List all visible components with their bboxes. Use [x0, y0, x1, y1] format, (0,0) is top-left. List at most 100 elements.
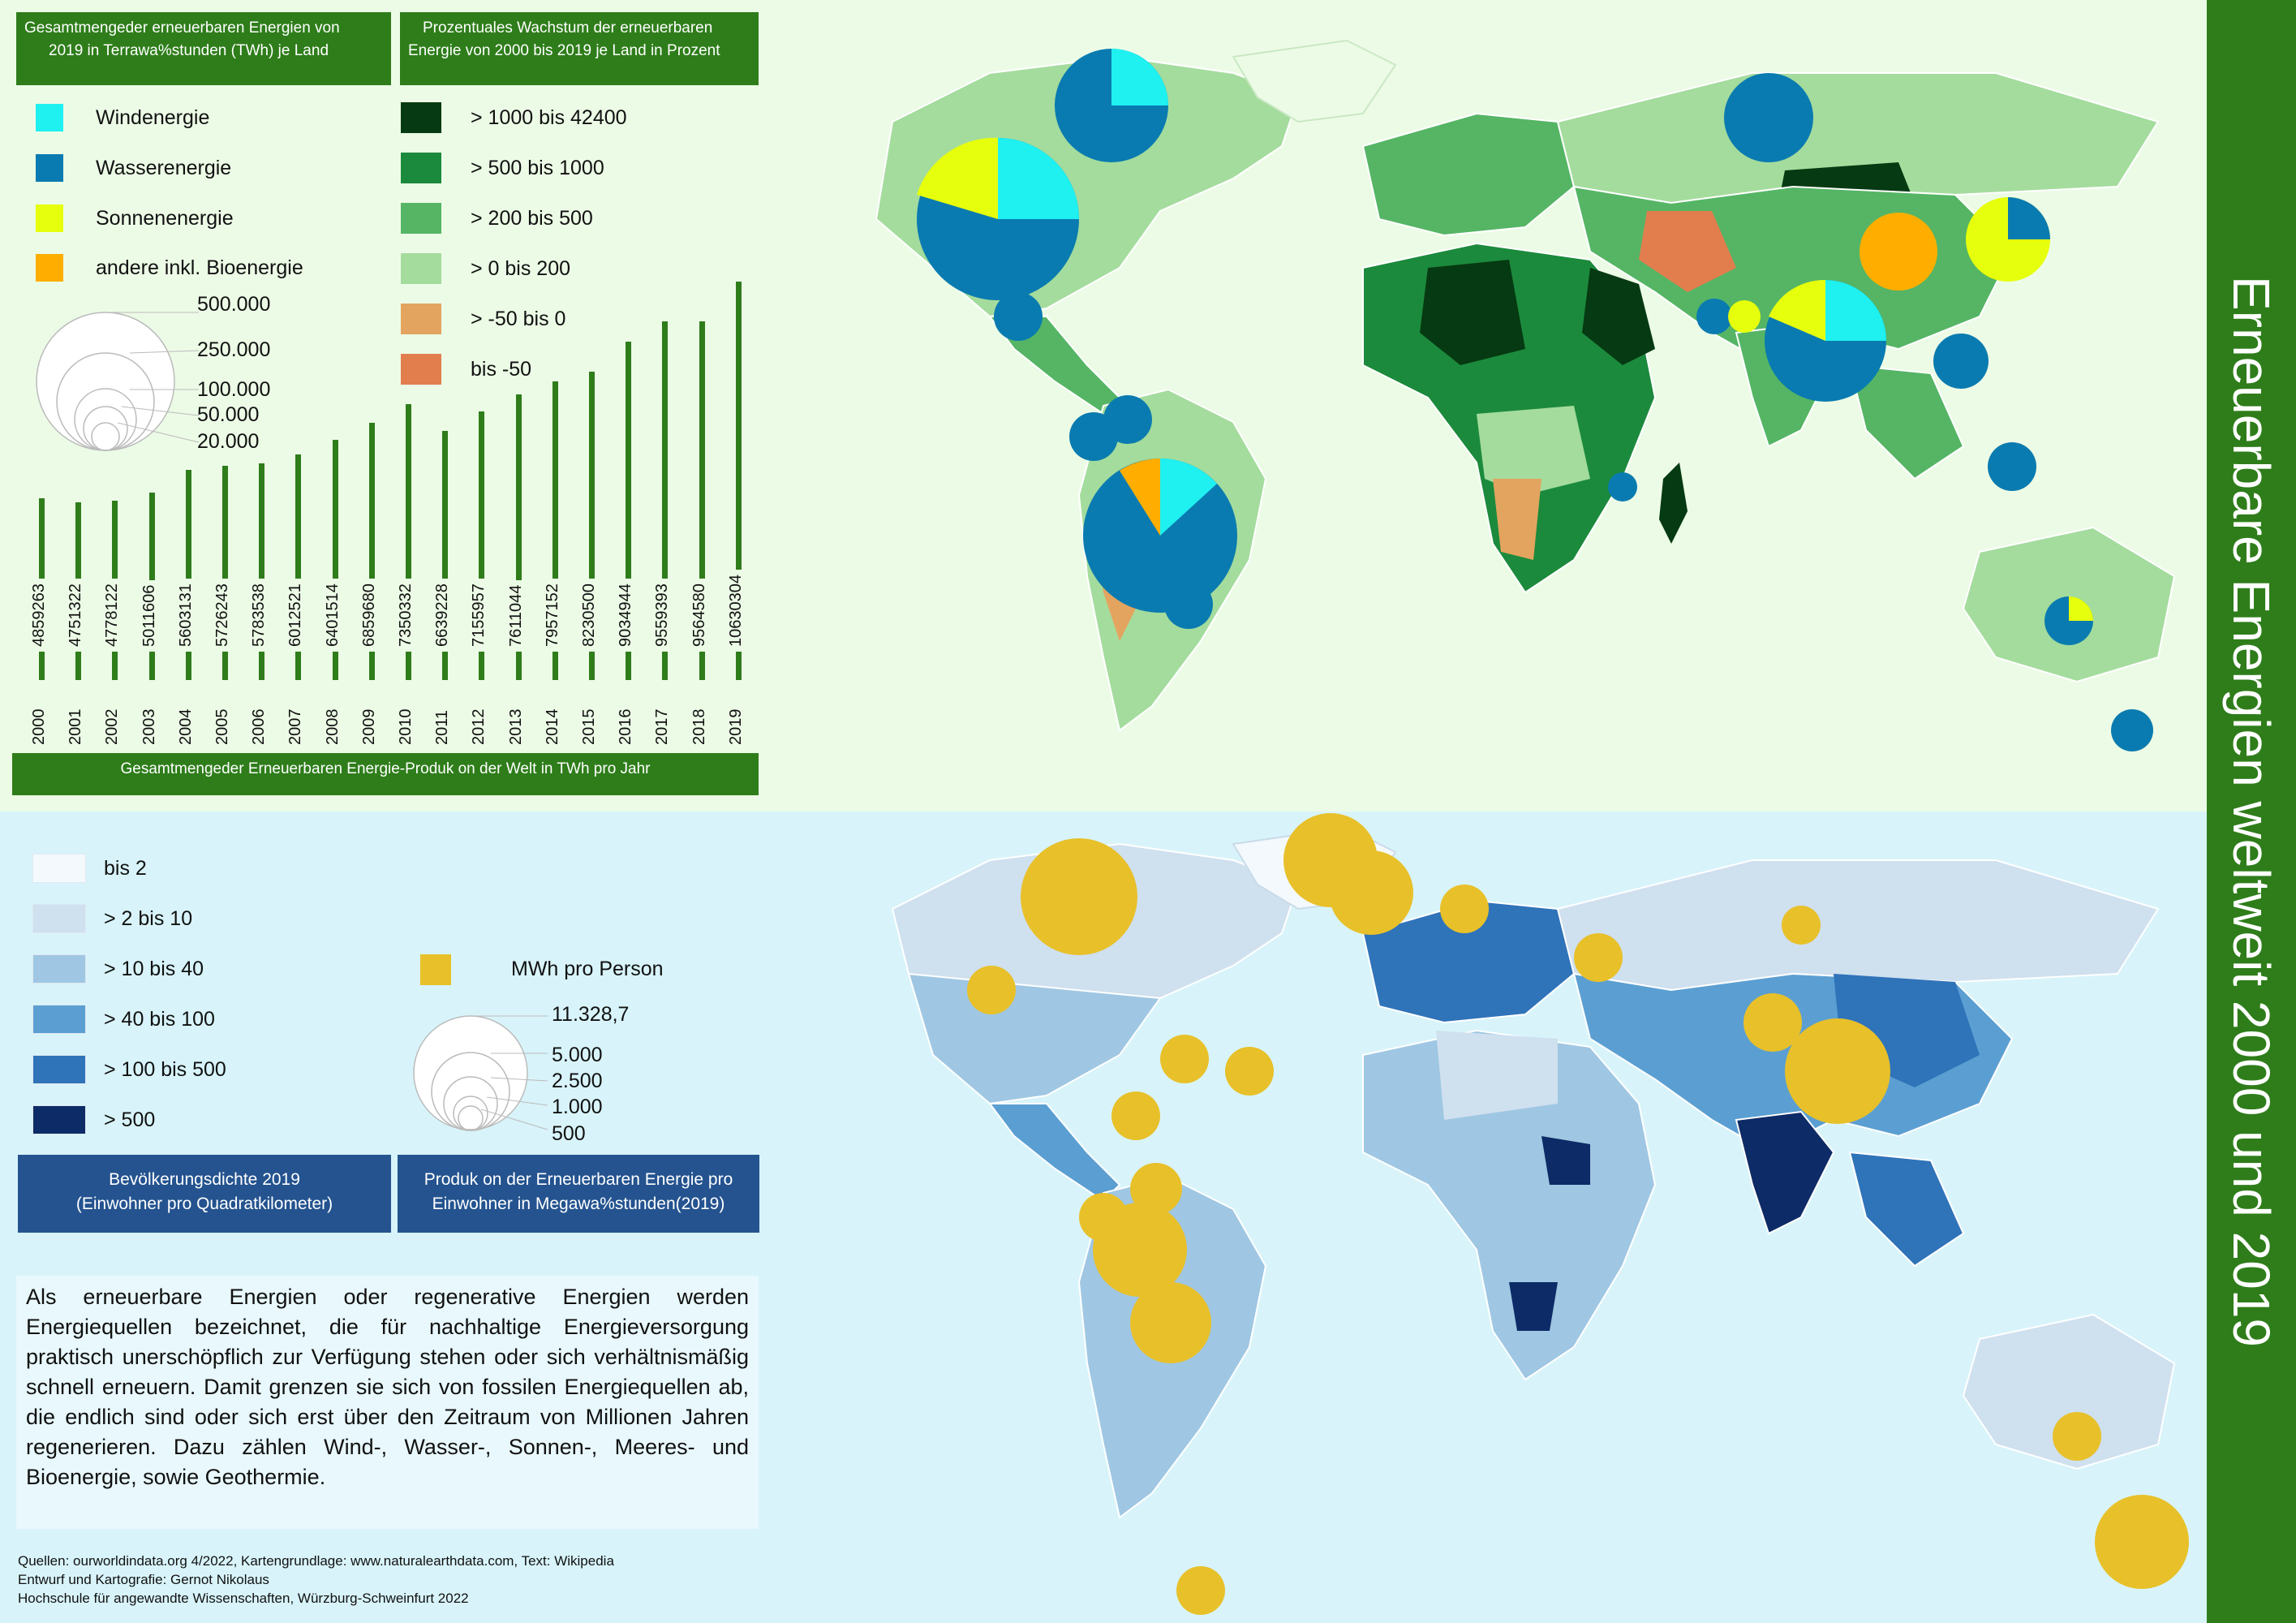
- production-header-line1: Produk on der Erneuerbaren Energie pro: [424, 1170, 733, 1189]
- density-swatch-1: [32, 904, 86, 933]
- legend-swatch-other: [36, 254, 63, 282]
- bar-value-label-2005: 5726243: [213, 579, 232, 652]
- bar-chart: 4859263 2000 4751322 2001 4778122 2002 5011606…: [0, 0, 779, 747]
- bar-2015: [589, 371, 595, 680]
- production-header-line2: Einwohner in Megawa%stunden(2019): [432, 1195, 725, 1213]
- bar-year-label-2003: 2003: [140, 708, 158, 746]
- mwh-label: MWh pro Person: [511, 958, 664, 980]
- sources-line2: Entwurf und Kartografie: Gernot Nikolaus: [18, 1572, 269, 1587]
- bar-year-label-2010: 2010: [397, 708, 415, 746]
- bar-year-label-2009: 2009: [359, 708, 378, 746]
- legend-swatch-hydro: [36, 154, 63, 182]
- bar-2013: [515, 394, 522, 680]
- bar-value-label-2009: 6859680: [359, 579, 379, 652]
- bar-2006: [259, 463, 265, 680]
- density-header: Bevölkerungsdichte 2019 (Einwohner pro Q…: [18, 1155, 391, 1233]
- size-legend-20000: 20.000: [197, 430, 260, 453]
- density-header-line2: (Einwohner pro Quadratkilometer): [75, 1195, 333, 1213]
- bar-year-label-2011: 2011: [433, 709, 452, 745]
- legend-label-solar: Sonnenenergie: [96, 207, 234, 230]
- bar-year-label-2007: 2007: [286, 708, 305, 746]
- mwh-size-11328: 11.328,7: [552, 1003, 630, 1026]
- bar-value-label-2015: 8230500: [580, 579, 599, 652]
- bar-year-label-2014: 2014: [543, 708, 561, 746]
- mwh-size-legend-circles: [413, 1015, 548, 1131]
- bar-value-label-2012: 7155957: [470, 579, 489, 652]
- legend-label-hydro: Wasserenergie: [96, 157, 232, 179]
- bar-2008: [332, 440, 338, 680]
- bar-value-label-2001: 4751322: [67, 579, 86, 652]
- bar-value-label-2010: 7350332: [397, 579, 415, 652]
- bar-2017: [662, 321, 669, 680]
- density-swatch-5: [32, 1105, 86, 1134]
- bar-value-label-2014: 7957152: [543, 579, 562, 652]
- bar-2014: [552, 381, 558, 680]
- growth-swatch-1: [401, 153, 441, 183]
- total-energy-header: Gesamtmengeder erneuerbaren Energien von…: [16, 12, 391, 85]
- mwh-size-500: 500: [552, 1122, 586, 1145]
- bar-value-label-2006: 5783538: [250, 579, 269, 652]
- population-density-map: [779, 812, 2207, 1623]
- growth-swatch-2: [401, 203, 441, 234]
- bar-year-label-2001: 2001: [67, 708, 85, 746]
- bar-year-label-2008: 2008: [323, 708, 342, 746]
- density-swatch-0: [32, 854, 86, 883]
- bar-2011: [442, 431, 449, 680]
- growth-label-3: > 0 bis 200: [471, 257, 571, 280]
- density-label-0: bis 2: [104, 857, 147, 880]
- bar-year-label-2012: 2012: [470, 708, 488, 746]
- growth-header-line2: Energie von 2000 bis 2019 je Land in Pro…: [408, 42, 720, 59]
- bar-2005: [222, 465, 228, 680]
- growth-label-1: > 500 bis 1000: [471, 157, 604, 179]
- density-swatch-2: [32, 954, 86, 984]
- bar-year-label-2015: 2015: [580, 708, 598, 746]
- legend-swatch-solar: [36, 204, 63, 232]
- size-legend-circles: [36, 312, 200, 451]
- bar-value-label-2016: 9034944: [617, 579, 636, 652]
- total-energy-header-line2: 2019 in Terrawa%stunden (TWh) je Land: [49, 42, 329, 59]
- bar-year-label-2002: 2002: [103, 708, 122, 746]
- bar-2009: [368, 423, 375, 680]
- bar-value-label-2000: 4859263: [30, 579, 49, 652]
- growth-label-5: bis -50: [471, 358, 532, 381]
- bar-value-label-2013: 7611044: [506, 579, 526, 652]
- page-title: Erneuerbare Energien weltweit 2000 und 2…: [2222, 275, 2281, 1348]
- growth-label-0: > 1000 bis 42400: [471, 106, 627, 129]
- sources: Quellen: ourworldindata.org 4/2022, Kart…: [18, 1552, 614, 1608]
- growth-swatch-3: [401, 253, 441, 284]
- size-legend-100000: 100.000: [197, 378, 271, 401]
- bar-2016: [626, 341, 632, 680]
- bar-year-label-2006: 2006: [250, 708, 269, 746]
- bar-2019: [735, 282, 742, 680]
- bar-value-label-2007: 6012521: [286, 579, 306, 652]
- sources-line3: Hochschule für angewandte Wissenschaften…: [18, 1591, 469, 1606]
- density-label-3: > 40 bis 100: [104, 1008, 215, 1031]
- legend-label-wind: Windenergie: [96, 106, 210, 129]
- sources-line1: Quellen: ourworldindata.org 4/2022, Kart…: [18, 1553, 614, 1569]
- bar-2012: [479, 411, 485, 680]
- bar-value-label-2018: 9564580: [690, 579, 709, 652]
- bar-value-label-2002: 4778122: [103, 579, 123, 652]
- total-energy-header-line1: Gesamtmengeder erneuerbaren Energien von: [24, 19, 340, 37]
- bar-value-label-2004: 5603131: [176, 579, 196, 652]
- mwh-size-2500: 2.500: [552, 1070, 603, 1092]
- density-swatch-4: [32, 1055, 86, 1084]
- bar-year-label-2017: 2017: [653, 708, 672, 746]
- growth-header-line1: Prozentuales Wachstum der erneuerbaren: [423, 19, 713, 37]
- size-legend-50000: 50.000: [197, 403, 260, 426]
- growth-swatch-0: [401, 102, 441, 133]
- bar-2004: [185, 470, 191, 680]
- renewable-growth-map: [779, 24, 2207, 803]
- growth-swatch-4: [401, 304, 441, 334]
- description-text: Als erneuerbare Energien oder regenerati…: [16, 1276, 759, 1529]
- bar-chart-caption: Gesamtmengeder Erneuerbaren Energie-Prod…: [12, 753, 759, 795]
- bar-year-label-2016: 2016: [617, 708, 635, 746]
- bar-year-label-2000: 2000: [30, 708, 48, 746]
- top-panel: Gesamtmengeder erneuerbaren Energien von…: [0, 0, 2207, 812]
- growth-header: Prozentuales Wachstum der erneuerbaren E…: [400, 12, 759, 85]
- legend-swatch-wind: [36, 104, 63, 131]
- bar-value-label-2019: 10630304: [726, 570, 746, 652]
- bar-year-label-2018: 2018: [690, 708, 708, 746]
- bar-value-label-2003: 5011606: [140, 579, 159, 652]
- bar-year-label-2004: 2004: [176, 708, 195, 746]
